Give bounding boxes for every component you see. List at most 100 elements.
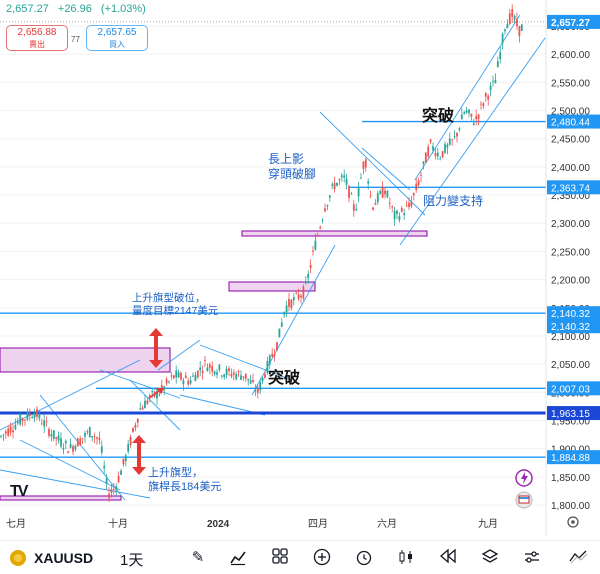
candle-body	[211, 365, 214, 372]
price-change: +26.96	[57, 3, 92, 15]
settings-sliders-icon[interactable]	[522, 548, 542, 568]
candle-body	[36, 408, 38, 417]
layers-icon[interactable]	[480, 548, 500, 568]
candle-body	[266, 360, 269, 374]
candle-body	[64, 440, 67, 444]
calendar-flag-icon[interactable]	[515, 491, 533, 509]
trend-line	[361, 147, 411, 191]
symbol-selector[interactable]: XAUUSD	[10, 550, 93, 566]
candle-body	[463, 112, 466, 114]
alarm-clock-icon[interactable]	[354, 548, 374, 568]
candle-body	[520, 24, 523, 31]
flagpole-arrow	[132, 435, 146, 475]
x-tick-label: 七月	[6, 518, 26, 530]
candle-body	[388, 202, 391, 205]
candle-body	[381, 186, 384, 198]
candle-body	[228, 368, 230, 372]
price-tag-label: 2,140.32	[551, 309, 590, 320]
candle-body	[506, 24, 509, 29]
price-tag-label: 2,480.44	[551, 118, 590, 129]
candle-body	[379, 191, 382, 194]
replay-rewind-icon[interactable]	[438, 548, 458, 568]
arrow-head-up	[132, 435, 146, 443]
alert-icon[interactable]	[515, 469, 533, 487]
chart-type-icon[interactable]	[568, 548, 588, 568]
candle-body	[451, 139, 454, 141]
annotation-flag-target: 量度目標2147美元	[132, 304, 219, 317]
candle-body	[446, 144, 449, 148]
candle-body	[384, 190, 386, 195]
candle-body	[2, 434, 5, 436]
price-tag-box	[547, 306, 600, 321]
candle-body	[165, 379, 168, 384]
price-tag-box	[547, 114, 600, 129]
add-circle-icon[interactable]	[312, 548, 332, 568]
candle-body	[175, 370, 178, 378]
candle-body	[290, 299, 293, 309]
candle-body	[468, 109, 470, 114]
trend-line	[157, 339, 201, 371]
candle-body	[278, 328, 281, 338]
candle-body	[170, 375, 173, 377]
candle-body	[136, 418, 139, 423]
annotation-engulfing: 穿頭破腳	[268, 166, 316, 181]
drawing-pen-icon[interactable]: ✎	[191, 549, 205, 566]
annotation-flag-breakdown: 上升旗型破位，	[132, 291, 206, 304]
time-axis[interactable]: 七月 十月 2024 四月 六月 九月	[6, 517, 498, 530]
y-tick-label: 1,850.00	[551, 473, 590, 484]
candle-body	[14, 425, 17, 430]
price-tag-label: 2,007.03	[551, 384, 590, 395]
y-tick-label: 2,600.00	[551, 50, 590, 61]
candle-body	[127, 444, 130, 452]
trend-channel-lines	[0, 14, 546, 501]
candle-style-icon[interactable]	[396, 548, 416, 568]
candle-body	[112, 489, 115, 490]
y-tick-label: 2,350.00	[551, 191, 590, 202]
candle-body	[511, 9, 514, 17]
candle-body	[232, 372, 235, 375]
candle-body	[120, 470, 122, 475]
candle-body	[453, 136, 456, 138]
candle-body	[76, 438, 79, 447]
candle-body	[247, 378, 250, 381]
candle-body	[465, 110, 468, 113]
candle-body	[328, 195, 331, 198]
indicators-icon[interactable]	[228, 548, 248, 568]
candle-body	[122, 458, 125, 465]
arrow-head-up	[149, 328, 163, 336]
y-tick-label: 2,400.00	[551, 163, 590, 174]
candle-body	[256, 387, 259, 394]
candle-body	[81, 438, 84, 440]
candle-body	[477, 114, 480, 120]
candle-body	[31, 417, 34, 419]
candle-body	[343, 175, 346, 178]
candle-body	[74, 445, 77, 450]
candle-body	[196, 370, 199, 378]
candle-body	[249, 380, 252, 384]
layout-grid-icon[interactable]	[270, 548, 290, 568]
candle-body	[201, 370, 204, 373]
candle-body	[62, 447, 65, 450]
candle-body	[187, 380, 190, 385]
candle-body	[45, 421, 48, 423]
trend-line	[199, 344, 293, 381]
timeframe-selector[interactable]: 1天	[120, 552, 144, 569]
price-tag-box	[547, 406, 600, 421]
candle-body	[321, 219, 324, 221]
candle-body	[91, 436, 94, 438]
buy-button[interactable]: 2,657.65 買入	[86, 25, 148, 51]
candle-body	[480, 103, 482, 105]
gold-coin-icon	[10, 550, 26, 566]
price-zone	[0, 495, 122, 501]
sell-button[interactable]: 2,656.88 賣出	[6, 25, 68, 51]
candle-body	[38, 413, 41, 419]
price-tag-label: 2,657.27	[551, 18, 590, 29]
candle-body	[264, 374, 266, 378]
y-tick-label: 2,450.00	[551, 135, 590, 146]
candle-body	[285, 305, 288, 313]
price-tag: 2,140.32	[547, 319, 600, 334]
trend-line	[0, 359, 141, 431]
candle-body	[331, 184, 334, 186]
settings-icon[interactable]	[567, 516, 579, 528]
